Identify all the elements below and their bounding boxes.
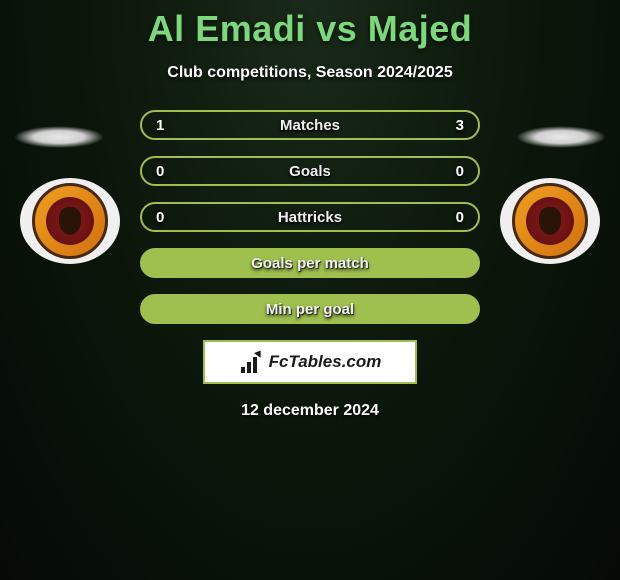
brand-link[interactable]: FcTables.com bbox=[203, 340, 417, 384]
stat-row-min-per-goal: Min per goal bbox=[140, 294, 480, 324]
comparison-title: Al Emadi vs Majed bbox=[0, 0, 620, 50]
stat-right-value: 0 bbox=[456, 163, 464, 180]
club-crest-icon bbox=[32, 183, 108, 259]
comparison-subtitle: Club competitions, Season 2024/2025 bbox=[0, 64, 620, 82]
snapshot-date: 12 december 2024 bbox=[0, 402, 620, 420]
stat-row-goals: 0 Goals 0 bbox=[140, 156, 480, 186]
club-badge-right[interactable] bbox=[500, 178, 600, 264]
stat-label: Hattricks bbox=[278, 209, 342, 226]
stat-label: Min per goal bbox=[266, 301, 354, 318]
bar-chart-icon bbox=[239, 351, 263, 373]
stat-row-matches: 1 Matches 3 bbox=[140, 110, 480, 140]
brand-text: FcTables.com bbox=[269, 352, 382, 372]
stat-right-value: 3 bbox=[456, 117, 464, 134]
stat-label: Goals per match bbox=[251, 255, 369, 272]
stat-left-value: 0 bbox=[156, 163, 164, 180]
player-left-shadow bbox=[14, 126, 104, 148]
stat-left-value: 0 bbox=[156, 209, 164, 226]
stat-left-value: 1 bbox=[156, 117, 164, 134]
stat-label: Matches bbox=[280, 117, 340, 134]
stat-row-goals-per-match: Goals per match bbox=[140, 248, 480, 278]
club-badge-left[interactable] bbox=[20, 178, 120, 264]
club-crest-icon bbox=[512, 183, 588, 259]
stat-right-value: 0 bbox=[456, 209, 464, 226]
stat-label: Goals bbox=[289, 163, 331, 180]
player-right-shadow bbox=[516, 126, 606, 148]
stat-row-hattricks: 0 Hattricks 0 bbox=[140, 202, 480, 232]
stats-panel: 1 Matches 3 0 Goals 0 0 Hattricks 0 Goal… bbox=[140, 110, 480, 324]
